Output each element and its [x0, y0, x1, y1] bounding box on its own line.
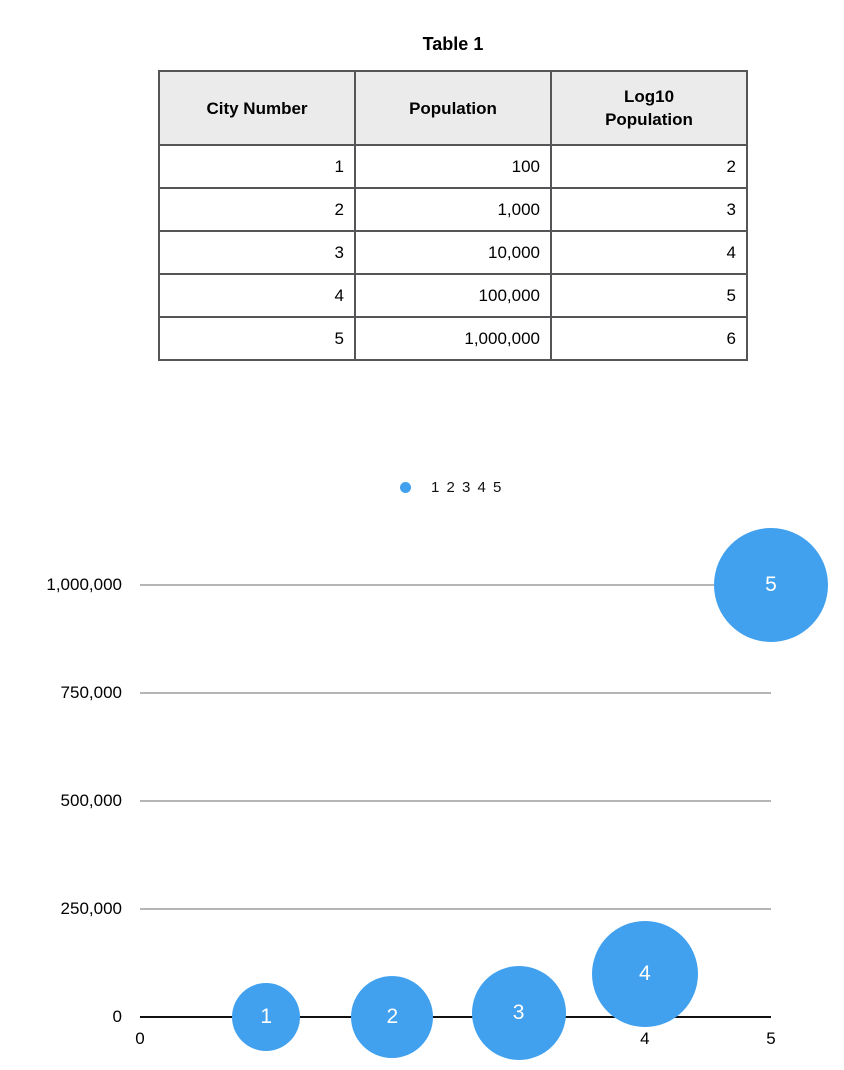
cell-city-number: 2 [158, 187, 356, 232]
y-axis-tick-label: 500,000 [60, 791, 122, 810]
cell-city-number: 4 [158, 273, 356, 318]
cell-city-number: 1 [158, 144, 356, 189]
table-row: 2 1,000 3 [158, 187, 748, 232]
bubble-data-point: 3 [471, 965, 566, 1060]
bubble-data-point: 5 [714, 528, 828, 642]
cell-log10-population: 4 [550, 230, 748, 275]
y-axis-tick-label: 250,000 [60, 899, 122, 918]
cell-population: 1,000 [354, 187, 552, 232]
horizontal-gridline [140, 800, 771, 802]
horizontal-gridline [140, 908, 771, 910]
table-row: 3 10,000 4 [158, 230, 748, 275]
cell-city-number: 3 [158, 230, 356, 275]
cell-log10-population: 5 [550, 273, 748, 318]
bubble-data-point: 2 [351, 975, 434, 1058]
cell-population: 100 [354, 144, 552, 189]
cell-population: 1,000,000 [354, 316, 552, 361]
y-axis-tick-label: 0 [112, 1007, 122, 1026]
table-row: 5 1,000,000 6 [158, 316, 748, 361]
x-axis-line [140, 1016, 771, 1018]
bubble-data-point: 4 [591, 920, 698, 1027]
horizontal-gridline [140, 692, 771, 694]
y-axis-tick-label: 1,000,000 [46, 575, 122, 594]
x-axis-tick-label: 0 [135, 1029, 145, 1048]
chart-legend: 1 2 3 4 5 [400, 479, 503, 496]
bubble-data-point: 1 [232, 982, 301, 1051]
table-row: 1 100 2 [158, 144, 748, 189]
x-axis-tick-label: 5 [766, 1029, 776, 1048]
column-header-population: Population [354, 70, 552, 146]
cell-population: 10,000 [354, 230, 552, 275]
cell-log10-population: 3 [550, 187, 748, 232]
cell-log10-population: 2 [550, 144, 748, 189]
legend-marker-icon [400, 482, 411, 493]
cell-log10-population: 6 [550, 316, 748, 361]
legend-label: 1 2 3 4 5 [431, 479, 503, 496]
column-header-log10-population: Log10 Population [550, 70, 748, 146]
table-title: Table 1 [422, 34, 484, 54]
cell-population: 100,000 [354, 273, 552, 318]
table-row: 4 100,000 5 [158, 273, 748, 318]
x-axis-tick-label: 4 [640, 1029, 650, 1048]
data-table: City Number Population Log10 Population … [158, 70, 748, 361]
cell-city-number: 5 [158, 316, 356, 361]
table-header-row: City Number Population Log10 Population [158, 70, 748, 146]
y-axis-tick-label: 750,000 [60, 683, 122, 702]
column-header-city-number: City Number [158, 70, 356, 146]
horizontal-gridline [140, 584, 771, 586]
